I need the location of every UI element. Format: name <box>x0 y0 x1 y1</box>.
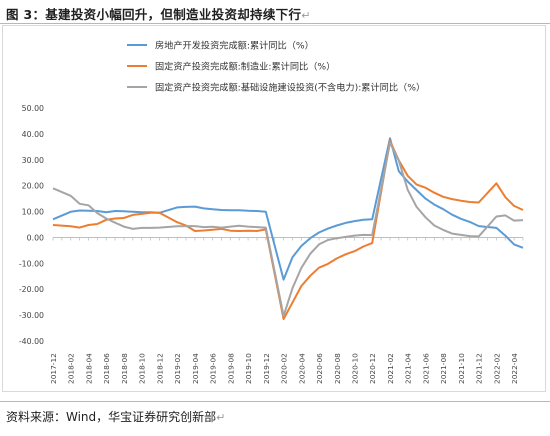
x-tick-label: 2020-02 <box>280 353 289 384</box>
x-tick-label: 2021-06 <box>421 353 430 384</box>
x-tick-label: 2021-10 <box>457 353 466 384</box>
x-tick-label: 2018-04 <box>84 353 93 384</box>
x-tick-label: 2020-10 <box>351 353 360 384</box>
x-axis: 2017-12 2018-02 2018-04 2018-06 2018-08 2018-… <box>49 236 524 384</box>
paragraph-mark: ↵ <box>216 411 226 424</box>
y-tick-label: -40.00 <box>19 337 44 346</box>
y-tick-label: 20.00 <box>22 182 44 191</box>
x-tick-label: 2021-12 <box>475 353 484 384</box>
x-tick-label: 2021-08 <box>439 353 448 384</box>
x-tick-label: 2022-02 <box>492 353 501 384</box>
series-line <box>52 137 524 281</box>
x-tick-label: 2021-04 <box>404 353 413 384</box>
x-tick-label: 2018-02 <box>67 353 76 384</box>
series-line <box>52 141 524 317</box>
y-axis: 50.00 40.00 30.00 20.00 10.00 0.00 -10.00 -20.0… <box>19 104 44 346</box>
figure-title: 图 3：基建投资小幅回升，但制造业投资却持续下行↵ <box>6 7 311 22</box>
x-tick-label: 2018-10 <box>138 353 147 384</box>
y-tick-label: -10.00 <box>19 259 44 268</box>
chart-frame: 房地产开发投资完成额:累计同比（%） 固定资产投资完成额:制造业:累计同比（%） 固… <box>2 25 546 392</box>
source-rule <box>0 401 550 402</box>
y-tick-label: 50.00 <box>22 104 44 113</box>
series-line <box>52 139 524 320</box>
x-tick-label: 2018-12 <box>155 353 164 384</box>
legend-label: 房地产开发投资完成额:累计同比（%） <box>155 39 314 51</box>
legend-label: 固定资产投资完成额:基础设施建设投资(不含电力):累计同比（%） <box>155 81 425 93</box>
x-tick-label: 2019-04 <box>191 353 200 384</box>
y-tick-label: -20.00 <box>19 285 44 294</box>
x-tick-label: 2019-10 <box>244 353 253 384</box>
y-tick-label: 30.00 <box>22 156 44 165</box>
x-tick-label: 2020-04 <box>297 353 306 384</box>
x-tick-label: 2022-04 <box>510 353 519 384</box>
x-tick-label: 2018-06 <box>102 353 111 384</box>
x-tick-label: 2020-12 <box>368 353 377 384</box>
y-tick-label: 40.00 <box>22 130 44 139</box>
y-tick-label: 0.00 <box>27 233 44 242</box>
x-tick-label: 2019-02 <box>173 353 182 384</box>
x-tick-label: 2021-02 <box>386 353 395 384</box>
title-rule <box>0 23 550 24</box>
x-tick-label: 2019-12 <box>262 353 271 384</box>
x-tick-label: 2020-06 <box>315 353 324 384</box>
chart-legend: 房地产开发投资完成额:累计同比（%） 固定资产投资完成额:制造业:累计同比（%） 固… <box>127 39 425 93</box>
paragraph-mark: ↵ <box>301 9 311 22</box>
plot-area <box>52 137 524 320</box>
x-tick-label: 2019-08 <box>226 353 235 384</box>
y-tick-label: -30.00 <box>19 311 44 320</box>
x-tick-label: 2019-06 <box>209 353 218 384</box>
y-tick-label: 10.00 <box>22 208 44 217</box>
legend-label: 固定资产投资完成额:制造业:累计同比（%） <box>155 60 335 72</box>
x-tick-label: 2020-08 <box>333 353 342 384</box>
x-tick-label: 2018-08 <box>120 353 129 384</box>
x-tick-label: 2017-12 <box>49 353 58 384</box>
line-chart: 房地产开发投资完成额:累计同比（%） 固定资产投资完成额:制造业:累计同比（%） 固… <box>19 39 524 384</box>
source-note: 资料来源：Wind，华宝证券研究创新部↵ <box>6 410 226 424</box>
